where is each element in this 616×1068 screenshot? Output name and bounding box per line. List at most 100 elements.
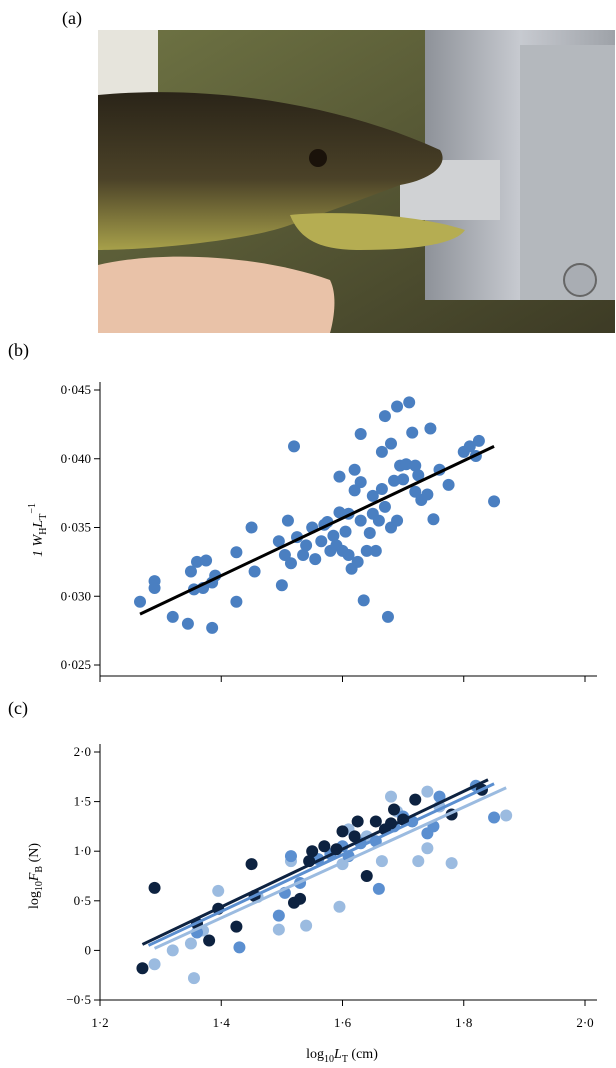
point	[348, 484, 361, 497]
point	[369, 815, 382, 828]
point	[275, 579, 288, 592]
point	[272, 535, 285, 548]
label-part: (N)	[27, 843, 42, 866]
point	[166, 944, 179, 957]
point	[203, 934, 216, 947]
point	[385, 790, 397, 803]
point	[309, 553, 322, 566]
point	[148, 958, 161, 971]
y-tick-label: 0·030	[61, 588, 91, 603]
point	[191, 555, 203, 568]
point	[184, 565, 197, 578]
point	[233, 941, 246, 954]
point	[472, 434, 485, 447]
y-tick-label: 2·0	[74, 744, 91, 759]
label-part: log	[27, 891, 42, 909]
trend-line	[153, 786, 507, 950]
point	[281, 514, 294, 527]
point	[245, 858, 258, 871]
point	[284, 557, 297, 570]
point	[375, 483, 388, 495]
point	[230, 595, 243, 608]
point	[409, 459, 422, 472]
point	[421, 488, 434, 501]
point	[427, 513, 440, 526]
point	[366, 489, 379, 502]
label-part: −1	[27, 503, 38, 514]
point	[272, 909, 285, 922]
point	[318, 840, 331, 853]
point	[278, 549, 291, 561]
point	[442, 478, 455, 491]
point	[397, 473, 410, 486]
point	[385, 437, 397, 450]
label-part: T	[342, 1054, 348, 1065]
point	[288, 440, 300, 453]
point	[148, 582, 161, 594]
label-part: F	[27, 872, 42, 882]
point	[184, 937, 197, 950]
point	[333, 506, 346, 519]
point	[378, 500, 391, 513]
point	[294, 892, 307, 905]
photo	[98, 30, 615, 333]
point	[500, 809, 513, 822]
panel-label: (b)	[8, 340, 29, 361]
point	[200, 554, 213, 567]
label-part: B	[34, 866, 45, 873]
point	[136, 962, 149, 975]
y-tick-label: 0·045	[61, 382, 91, 397]
point	[230, 920, 243, 933]
point	[363, 527, 376, 539]
label-part: log	[306, 1047, 324, 1062]
point	[488, 495, 501, 508]
label-part: (cm)	[348, 1047, 378, 1062]
point	[333, 470, 346, 483]
point	[403, 396, 416, 409]
y-tick-label: 0·040	[61, 451, 91, 466]
point	[148, 881, 161, 894]
point	[333, 900, 346, 913]
point	[351, 815, 364, 828]
y-tick-label: 0·025	[61, 657, 91, 672]
point	[421, 842, 434, 855]
point	[300, 539, 313, 552]
point	[369, 544, 382, 557]
point	[300, 919, 313, 932]
point	[348, 463, 361, 476]
label-part: 1 W	[31, 533, 46, 557]
x-tick-label: 1·2	[91, 1015, 108, 1030]
y-tick-label: 1·0	[74, 843, 91, 858]
point	[336, 825, 349, 838]
point	[342, 549, 355, 561]
point	[354, 514, 367, 527]
x-axis-label: log10LT (cm)	[306, 1047, 378, 1065]
trend-line	[139, 445, 495, 616]
point	[424, 422, 437, 435]
point	[187, 972, 200, 985]
trend-line	[147, 782, 495, 947]
point	[357, 594, 370, 607]
point	[315, 535, 328, 548]
point	[166, 610, 179, 623]
point	[378, 410, 391, 423]
label-part: T	[38, 514, 49, 520]
label-part: H	[38, 528, 49, 535]
point	[400, 458, 413, 471]
point	[381, 610, 394, 623]
point	[354, 428, 367, 440]
point	[388, 803, 401, 816]
point	[212, 884, 225, 897]
panel-label: (a)	[62, 8, 82, 29]
point	[445, 857, 458, 870]
point	[181, 617, 194, 630]
label-part: 10	[34, 881, 45, 891]
point	[134, 595, 147, 608]
point	[412, 855, 425, 868]
label-part: L	[333, 1047, 342, 1062]
label-part: 10	[324, 1054, 334, 1065]
point	[348, 830, 361, 843]
point	[391, 514, 404, 527]
